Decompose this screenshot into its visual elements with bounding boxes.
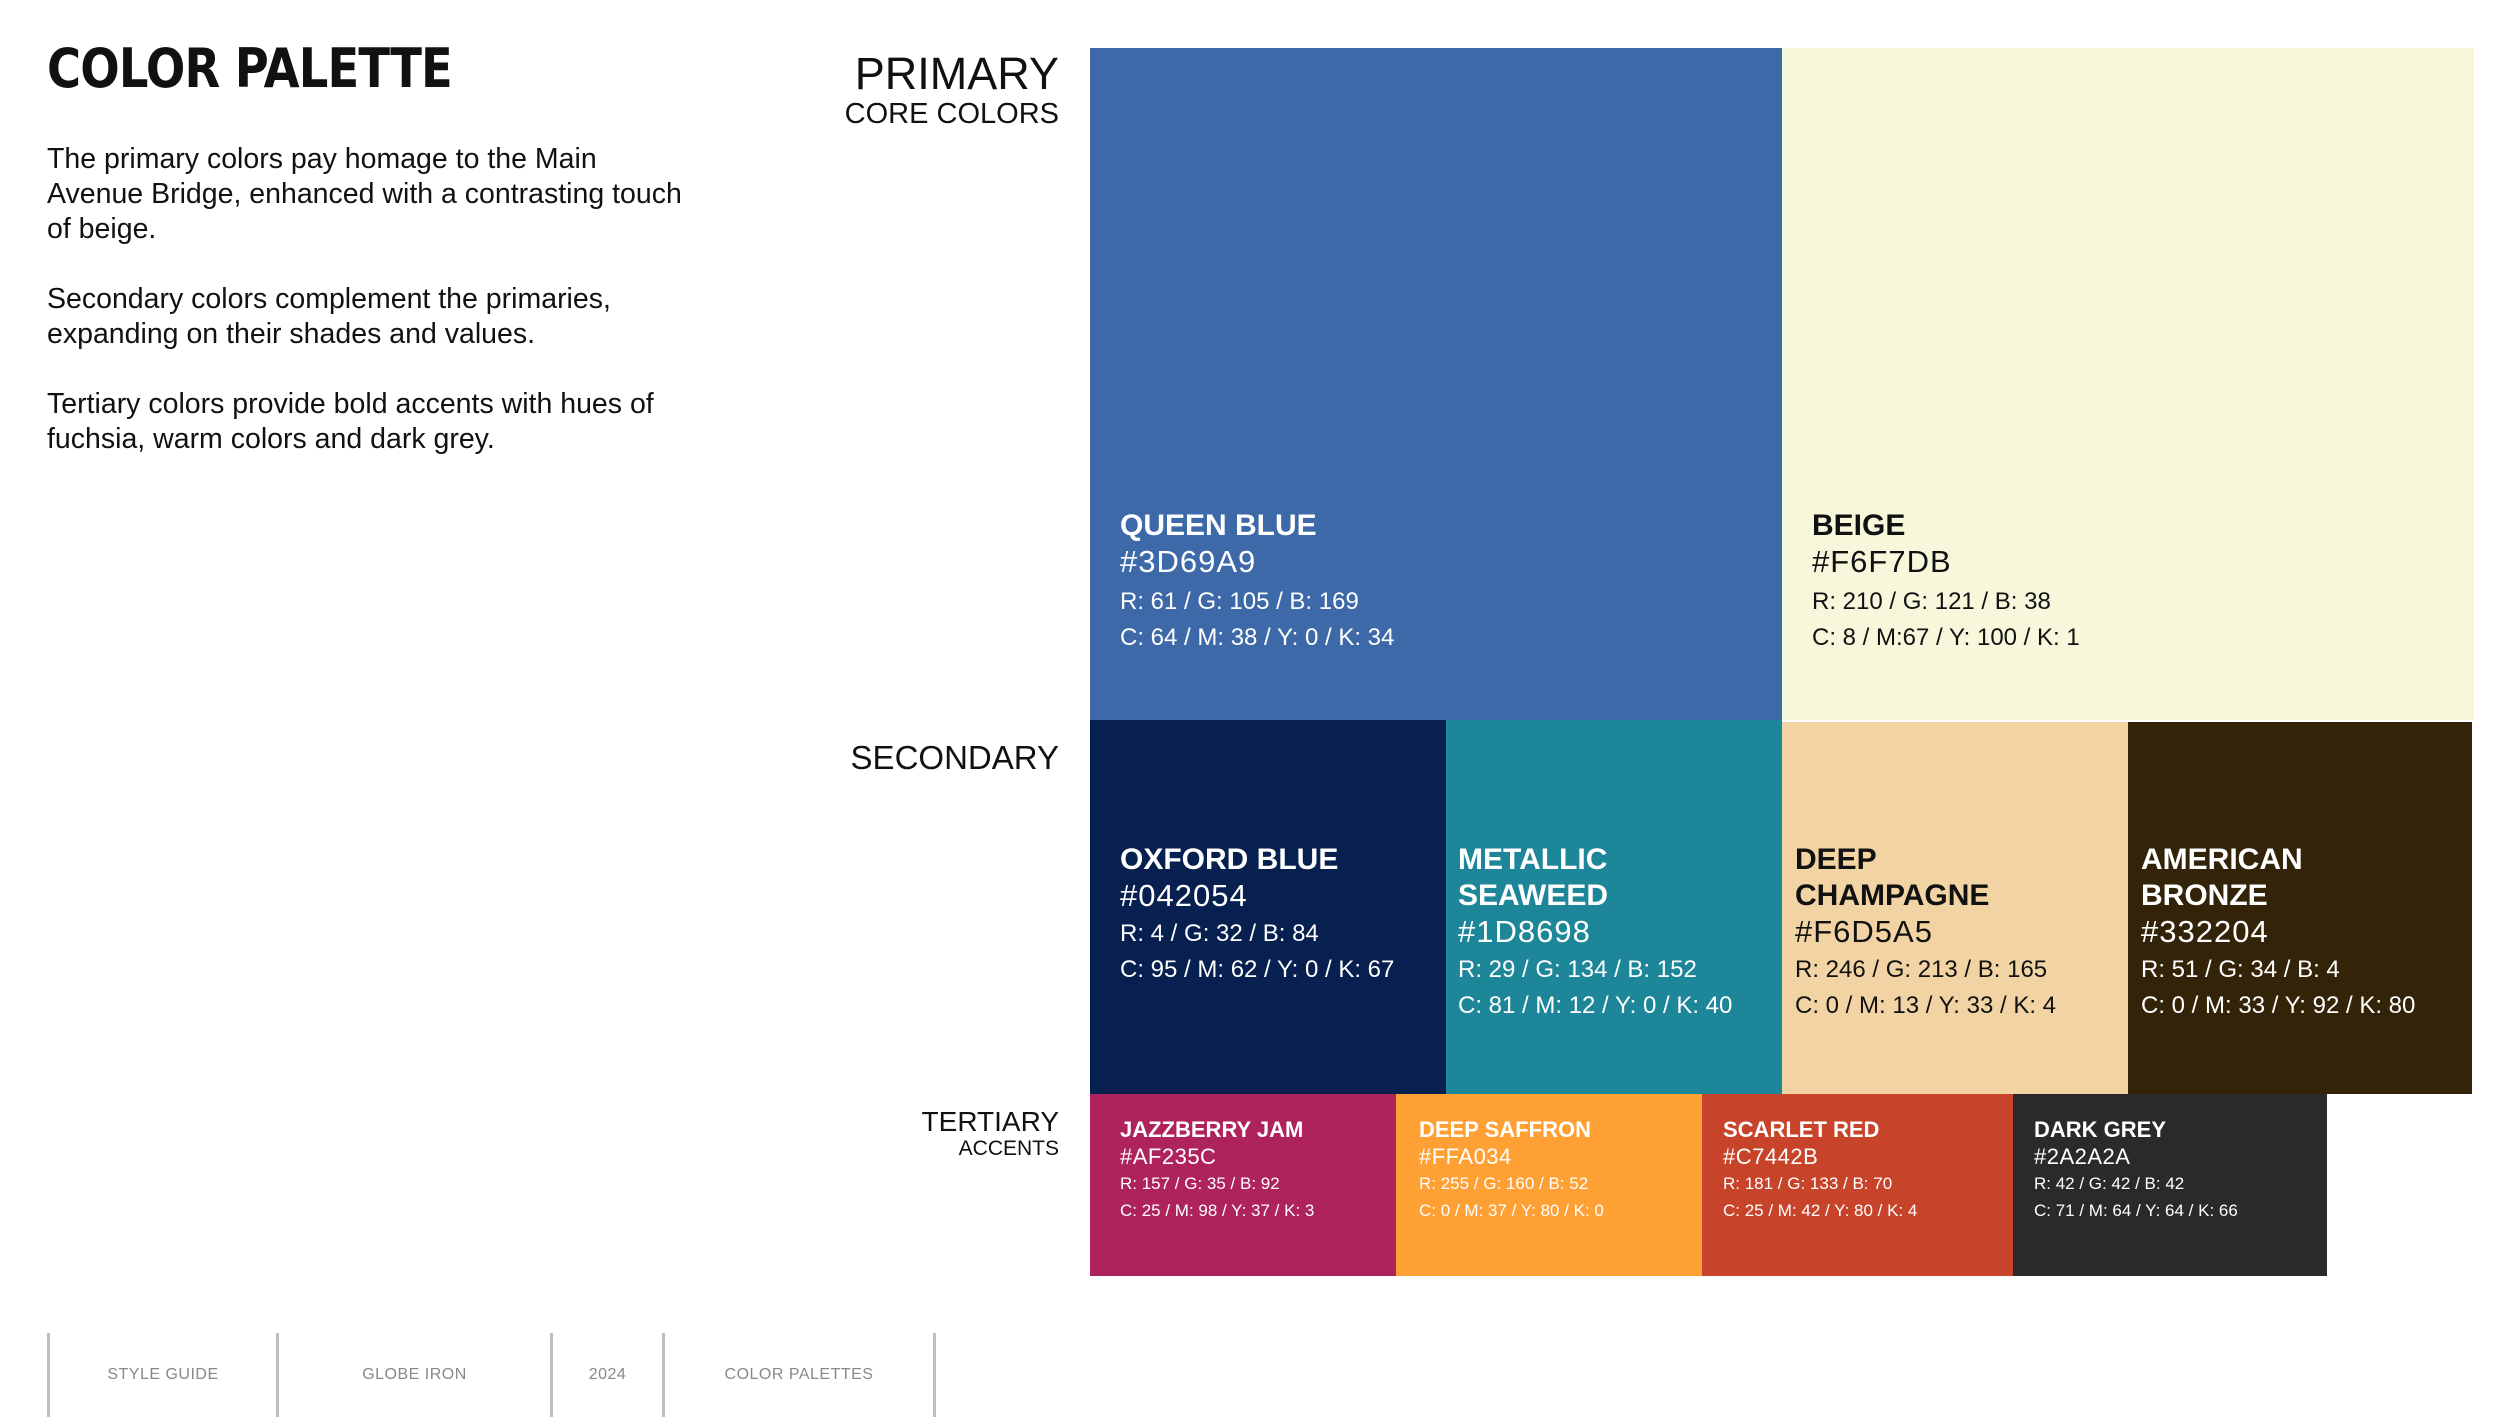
footer-item-year: 2024: [550, 1333, 662, 1417]
swatch-american-bronze: AMERICAN BRONZE #332204 R: 51 / G: 34 / …: [2128, 722, 2472, 1094]
swatch-cmyk: C: 0 / M: 13 / Y: 33 / K: 4: [1795, 992, 2057, 1019]
swatch-rgb: R: 255 / G: 160 / B: 52: [1419, 1174, 1589, 1193]
swatch-hex: #F6F7DB: [1812, 544, 1952, 579]
swatch-name: DEEP SAFFRON: [1419, 1117, 1591, 1142]
tier-primary-subtitle: CORE COLORS: [844, 98, 1059, 130]
footer-item-section: COLOR PALETTES: [662, 1333, 936, 1417]
swatch-oxford-blue: OXFORD BLUE #042054 R: 4 / G: 32 / B: 84…: [1090, 720, 1446, 1094]
swatch-cmyk: C: 64 / M: 38 / Y: 0 / K: 34: [1120, 624, 1395, 651]
swatch-rgb: R: 4 / G: 32 / B: 84: [1120, 920, 1319, 947]
swatch-hex: #2A2A2A: [2034, 1144, 2131, 1169]
tier-label-primary: PRIMARY CORE COLORS: [844, 48, 1059, 131]
swatch-name: DEEP CHAMPAGNE: [1795, 843, 1990, 912]
swatch-info: DEEP CHAMPAGNE #F6D5A5 R: 246 / G: 213 /…: [1782, 842, 2128, 1024]
swatch-info: QUEEN BLUE #3D69A9 R: 61 / G: 105 / B: 1…: [1090, 508, 1782, 720]
swatch-hex: #FFA034: [1419, 1144, 1512, 1169]
swatch-info: SCARLET RED #C7442B R: 181 / G: 133 / B:…: [1702, 1116, 2013, 1224]
swatch-hex: #042054: [1120, 878, 1248, 913]
swatch-scarlet-red: SCARLET RED #C7442B R: 181 / G: 133 / B:…: [1702, 1094, 2013, 1276]
swatch-info: DEEP SAFFRON #FFA034 R: 255 / G: 160 / B…: [1396, 1116, 1702, 1224]
swatch-name: QUEEN BLUE: [1120, 509, 1317, 542]
swatch-info: METALLIC SEAWEED #1D8698 R: 29 / G: 134 …: [1446, 842, 1782, 1024]
tier-label-secondary: SECONDARY: [851, 740, 1059, 776]
swatch-rgb: R: 29 / G: 134 / B: 152: [1458, 956, 1697, 983]
swatch-name: AMERICAN BRONZE: [2141, 843, 2303, 912]
swatch-dark-grey: DARK GREY #2A2A2A R: 42 / G: 42 / B: 42 …: [2013, 1094, 2327, 1276]
swatch-cmyk: C: 25 / M: 98 / Y: 37 / K: 3: [1120, 1201, 1315, 1220]
swatch-info: BEIGE #F6F7DB R: 210 / G: 121 / B: 38 C:…: [1782, 508, 2474, 720]
swatch-jazzberry-jam: JAZZBERRY JAM #AF235C R: 157 / G: 35 / B…: [1090, 1094, 1396, 1276]
swatch-cmyk: C: 8 / M:67 / Y: 100 / K: 1: [1812, 624, 2080, 651]
swatch-rgb: R: 157 / G: 35 / B: 92: [1120, 1174, 1280, 1193]
swatch-hex: #1D8698: [1458, 914, 1591, 949]
footer-item-client: GLOBE IRON: [276, 1333, 550, 1417]
swatch-name: JAZZBERRY JAM: [1120, 1117, 1304, 1142]
intro-paragraph-primary: The primary colors pay homage to the Mai…: [47, 143, 682, 245]
intro-paragraph-secondary: Secondary colors complement the primarie…: [47, 283, 611, 350]
swatch-rgb: R: 210 / G: 121 / B: 38: [1812, 588, 2051, 615]
swatch-rgb: R: 246 / G: 213 / B: 165: [1795, 956, 2048, 983]
swatch-info: AMERICAN BRONZE #332204 R: 51 / G: 34 / …: [2128, 842, 2472, 1024]
swatch-info: OXFORD BLUE #042054 R: 4 / G: 32 / B: 84…: [1090, 842, 1446, 988]
swatch-cmyk: C: 25 / M: 42 / Y: 80 / K: 4: [1723, 1201, 1918, 1220]
swatch-deep-champagne: DEEP CHAMPAGNE #F6D5A5 R: 246 / G: 213 /…: [1782, 722, 2128, 1094]
tier-secondary-title: SECONDARY: [850, 739, 1059, 776]
swatch-metallic-seaweed: METALLIC SEAWEED #1D8698 R: 29 / G: 134 …: [1446, 720, 1782, 1094]
swatch-queen-blue: QUEEN BLUE #3D69A9 R: 61 / G: 105 / B: 1…: [1090, 48, 1782, 720]
swatch-name: SCARLET RED: [1723, 1117, 1880, 1142]
swatch-cmyk: C: 0 / M: 33 / Y: 92 / K: 80: [2141, 992, 2416, 1019]
intro-paragraph-tertiary: Tertiary colors provide bold accents wit…: [47, 388, 654, 455]
swatch-name: BEIGE: [1812, 509, 1906, 542]
swatch-info: DARK GREY #2A2A2A R: 42 / G: 42 / B: 42 …: [2013, 1116, 2327, 1224]
swatch-rgb: R: 51 / G: 34 / B: 4: [2141, 956, 2340, 983]
swatch-cmyk: C: 95 / M: 62 / Y: 0 / K: 67: [1120, 956, 1395, 983]
swatch-rgb: R: 42 / G: 42 / B: 42: [2034, 1174, 2185, 1193]
tier-label-tertiary: TERTIARY ACCENTS: [922, 1107, 1059, 1161]
tier-tertiary-title: TERTIARY: [921, 1106, 1059, 1137]
swatch-cmyk: C: 81 / M: 12 / Y: 0 / K: 40: [1458, 992, 1733, 1019]
swatch-name: DARK GREY: [2034, 1117, 2167, 1142]
swatch-hex: #3D69A9: [1120, 544, 1257, 579]
tier-tertiary-subtitle: ACCENTS: [958, 1137, 1059, 1160]
swatch-hex: #AF235C: [1120, 1144, 1217, 1169]
swatch-name: METALLIC SEAWEED: [1458, 843, 1609, 912]
swatch-rgb: R: 61 / G: 105 / B: 169: [1120, 588, 1359, 615]
swatch-hex: #332204: [2141, 914, 2269, 949]
footer: STYLE GUIDE GLOBE IRON 2024 COLOR PALETT…: [47, 1333, 936, 1417]
swatch-info: JAZZBERRY JAM #AF235C R: 157 / G: 35 / B…: [1090, 1116, 1396, 1224]
swatch-hex: #C7442B: [1723, 1144, 1819, 1169]
swatch-deep-saffron: DEEP SAFFRON #FFA034 R: 255 / G: 160 / B…: [1396, 1094, 1702, 1276]
swatch-cmyk: C: 0 / M: 37 / Y: 80 / K: 0: [1419, 1201, 1604, 1220]
page-title: COLOR PALETTE: [47, 37, 453, 100]
intro-text: The primary colors pay homage to the Mai…: [47, 142, 687, 492]
swatch-rgb: R: 181 / G: 133 / B: 70: [1723, 1174, 1893, 1193]
swatch-name: OXFORD BLUE: [1120, 843, 1339, 876]
swatch-beige: BEIGE #F6F7DB R: 210 / G: 121 / B: 38 C:…: [1782, 48, 2474, 720]
tier-primary-title: PRIMARY: [854, 48, 1059, 99]
swatch-hex: #F6D5A5: [1795, 914, 1933, 949]
footer-item-style-guide: STYLE GUIDE: [47, 1333, 276, 1417]
swatch-cmyk: C: 71 / M: 64 / Y: 64 / K: 66: [2034, 1201, 2238, 1220]
